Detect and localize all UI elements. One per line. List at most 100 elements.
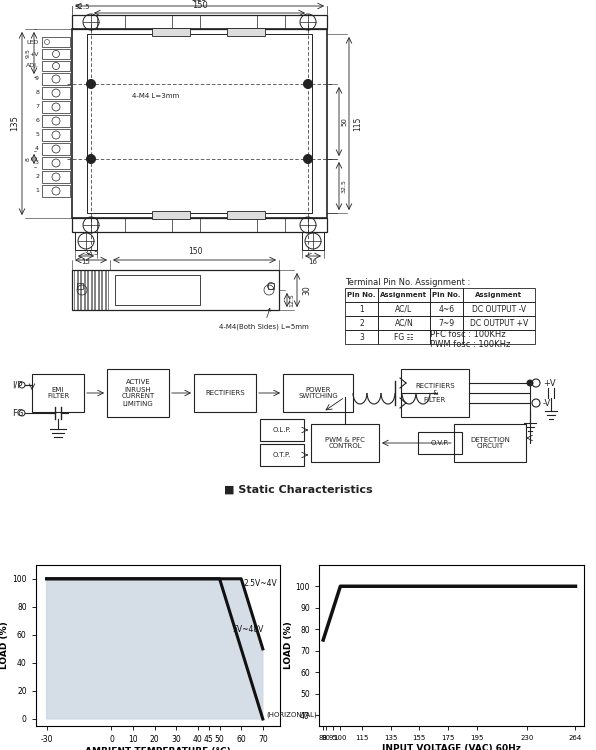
Bar: [463, 316, 535, 330]
Bar: [97, 15, 125, 29]
Bar: [81, 270, 83, 310]
Text: RECTIFIERS: RECTIFIERS: [205, 390, 245, 396]
Text: 5V~48V: 5V~48V: [232, 625, 264, 634]
Text: 1: 1: [35, 188, 39, 194]
Bar: [302, 232, 324, 250]
Bar: [152, 28, 190, 36]
Circle shape: [527, 380, 533, 386]
Polygon shape: [46, 579, 263, 719]
Text: Pin No.: Pin No.: [347, 292, 375, 298]
Text: 30: 30: [302, 285, 311, 295]
Bar: [454, 424, 526, 462]
Text: PWM & PFC
CONTROL: PWM & PFC CONTROL: [325, 436, 365, 449]
Text: 32.5: 32.5: [74, 4, 90, 10]
Text: 8: 8: [35, 91, 39, 95]
Text: POWER
SWITCHING: POWER SWITCHING: [298, 386, 338, 400]
Text: 7: 7: [35, 104, 39, 110]
Bar: [42, 87, 70, 99]
Text: 3: 3: [359, 332, 364, 341]
Text: AC/L: AC/L: [395, 304, 412, 313]
Text: DC OUTPUT +V: DC OUTPUT +V: [470, 319, 528, 328]
Text: 3: 3: [35, 160, 39, 166]
Bar: [430, 302, 463, 316]
Text: RECTIFIERS
&
FILTER: RECTIFIERS & FILTER: [415, 383, 455, 403]
Circle shape: [86, 154, 95, 164]
Text: PFC fosc : 100KHz
PWM fosc : 100KHz: PFC fosc : 100KHz PWM fosc : 100KHz: [430, 330, 510, 350]
Bar: [77, 283, 83, 289]
Text: 8: 8: [26, 157, 31, 161]
Text: FG: FG: [12, 409, 23, 418]
Bar: [42, 157, 70, 169]
Bar: [72, 29, 327, 218]
Bar: [345, 316, 378, 330]
Text: 12.5: 12.5: [289, 293, 294, 307]
Bar: [152, 211, 190, 219]
Bar: [85, 270, 87, 310]
Bar: [87, 34, 312, 213]
X-axis label: AMBIENT TEMPERATURE (°C): AMBIENT TEMPERATURE (°C): [85, 747, 231, 750]
Text: 15: 15: [82, 259, 91, 265]
Bar: [463, 288, 535, 302]
Bar: [42, 185, 70, 197]
Text: LED: LED: [27, 40, 39, 44]
Text: +V: +V: [29, 52, 39, 56]
Bar: [42, 37, 70, 47]
Text: ACTIVE
INRUSH
CURRENT
LIMITING: ACTIVE INRUSH CURRENT LIMITING: [122, 380, 154, 406]
Text: 135: 135: [10, 116, 19, 131]
Bar: [88, 270, 91, 310]
Text: 2: 2: [35, 175, 39, 179]
Text: 2: 2: [359, 319, 364, 328]
Bar: [72, 15, 327, 29]
Text: 6: 6: [35, 118, 39, 124]
Bar: [430, 330, 463, 344]
Circle shape: [86, 80, 95, 88]
Bar: [194, 374, 256, 412]
Bar: [72, 218, 327, 232]
Bar: [257, 15, 285, 29]
Text: AC/N: AC/N: [395, 319, 414, 328]
Text: 2.5V~4V: 2.5V~4V: [243, 579, 277, 588]
Text: ADJ.: ADJ.: [26, 64, 39, 68]
Text: 4: 4: [35, 146, 39, 152]
Bar: [311, 424, 379, 462]
Bar: [283, 374, 353, 412]
Circle shape: [303, 154, 312, 164]
Circle shape: [303, 80, 312, 88]
Text: 5: 5: [35, 133, 39, 137]
Bar: [42, 61, 70, 71]
Bar: [77, 270, 80, 310]
X-axis label: INPUT VOLTAGE (VAC) 60Hz: INPUT VOLTAGE (VAC) 60Hz: [382, 744, 521, 750]
Bar: [42, 73, 70, 85]
Bar: [172, 15, 200, 29]
Bar: [345, 288, 378, 302]
Bar: [42, 171, 70, 183]
Bar: [92, 270, 94, 310]
Text: 4~6: 4~6: [439, 304, 455, 313]
Text: DETECTION
CIRCUIT: DETECTION CIRCUIT: [470, 436, 510, 449]
Bar: [74, 270, 76, 310]
Text: 215: 215: [192, 0, 207, 3]
Text: 150: 150: [192, 1, 207, 10]
Bar: [260, 444, 304, 466]
Text: 32.5: 32.5: [83, 250, 99, 256]
Y-axis label: LOAD (%): LOAD (%): [284, 622, 293, 669]
Bar: [105, 270, 108, 310]
Text: 115: 115: [353, 116, 362, 130]
Y-axis label: LOAD (%): LOAD (%): [1, 622, 10, 669]
Text: Assignment: Assignment: [476, 292, 523, 298]
Bar: [32, 374, 84, 412]
Text: 32.5: 32.5: [342, 179, 347, 193]
Text: 7~9: 7~9: [439, 319, 455, 328]
Bar: [98, 270, 101, 310]
Bar: [95, 270, 98, 310]
Bar: [227, 28, 265, 36]
Text: 9.5: 9.5: [26, 48, 31, 58]
Text: 150: 150: [188, 247, 202, 256]
Bar: [260, 419, 304, 441]
Text: 1: 1: [359, 304, 364, 313]
Text: 9: 9: [35, 76, 39, 82]
Text: 50: 50: [341, 117, 347, 126]
Bar: [115, 275, 200, 305]
Text: Terminal Pin No. Assignment :: Terminal Pin No. Assignment :: [345, 278, 470, 287]
Bar: [345, 330, 378, 344]
